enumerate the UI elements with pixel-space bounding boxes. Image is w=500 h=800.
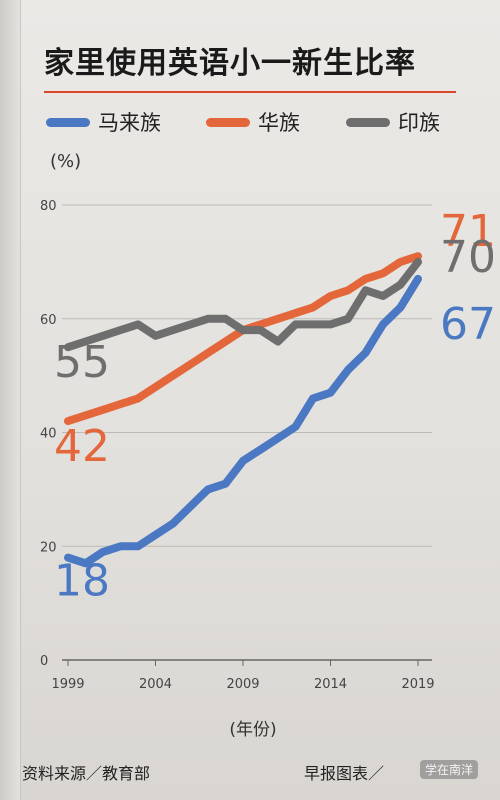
graphic-credit: 早报图表／ (304, 764, 385, 783)
chart-legend: 马来族 华族 印族 (46, 107, 466, 137)
end-value-label-indian: 70 (440, 232, 496, 283)
y-axis-unit-label: (%) (50, 151, 82, 172)
legend-label-malay: 马来族 (98, 111, 161, 135)
legend-item-chinese: 华族 (206, 107, 300, 137)
watermark: 学在南洋 (420, 760, 479, 779)
y-tick-label-0: 0 (40, 654, 48, 669)
legend-item-indian: 印族 (346, 107, 440, 137)
legend-label-indian: 印族 (398, 111, 440, 135)
legend-label-chinese: 华族 (258, 111, 300, 135)
legend-item-malay: 马来族 (46, 107, 161, 137)
x-tick-label-2004: 2004 (139, 677, 172, 692)
page-gutter (0, 0, 20, 800)
end-value-label-chinese: 71 (440, 206, 496, 257)
y-tick-label-40: 40 (40, 427, 57, 442)
x-tick-label-1999: 1999 (51, 677, 84, 692)
legend-swatch-malay (46, 117, 90, 127)
x-tick-label-2009: 2009 (226, 677, 259, 692)
title-underline (44, 91, 456, 93)
y-tick-label-80: 80 (40, 199, 57, 214)
end-value-label-malay: 67 (440, 299, 496, 350)
column-rule (20, 0, 21, 800)
x-tick-label-2019: 2019 (401, 677, 434, 692)
source-note: 资料来源／教育部 (22, 764, 151, 783)
series-line-chinese (64, 252, 422, 426)
legend-swatch-indian (346, 117, 390, 127)
x-tick-label-2014: 2014 (314, 677, 347, 692)
start-value-label-chinese: 42 (54, 421, 110, 472)
y-tick-label-60: 60 (40, 313, 57, 328)
start-value-label-indian: 55 (54, 337, 110, 388)
series-line-malay (64, 274, 422, 568)
start-value-label-malay: 18 (54, 556, 110, 607)
series-line-indian (64, 257, 422, 352)
y-tick-label-20: 20 (40, 540, 57, 555)
chart-title: 家里使用英语小一新生比率 (44, 46, 416, 81)
legend-swatch-chinese (206, 117, 250, 127)
x-axis-title: (年份) (229, 720, 276, 740)
